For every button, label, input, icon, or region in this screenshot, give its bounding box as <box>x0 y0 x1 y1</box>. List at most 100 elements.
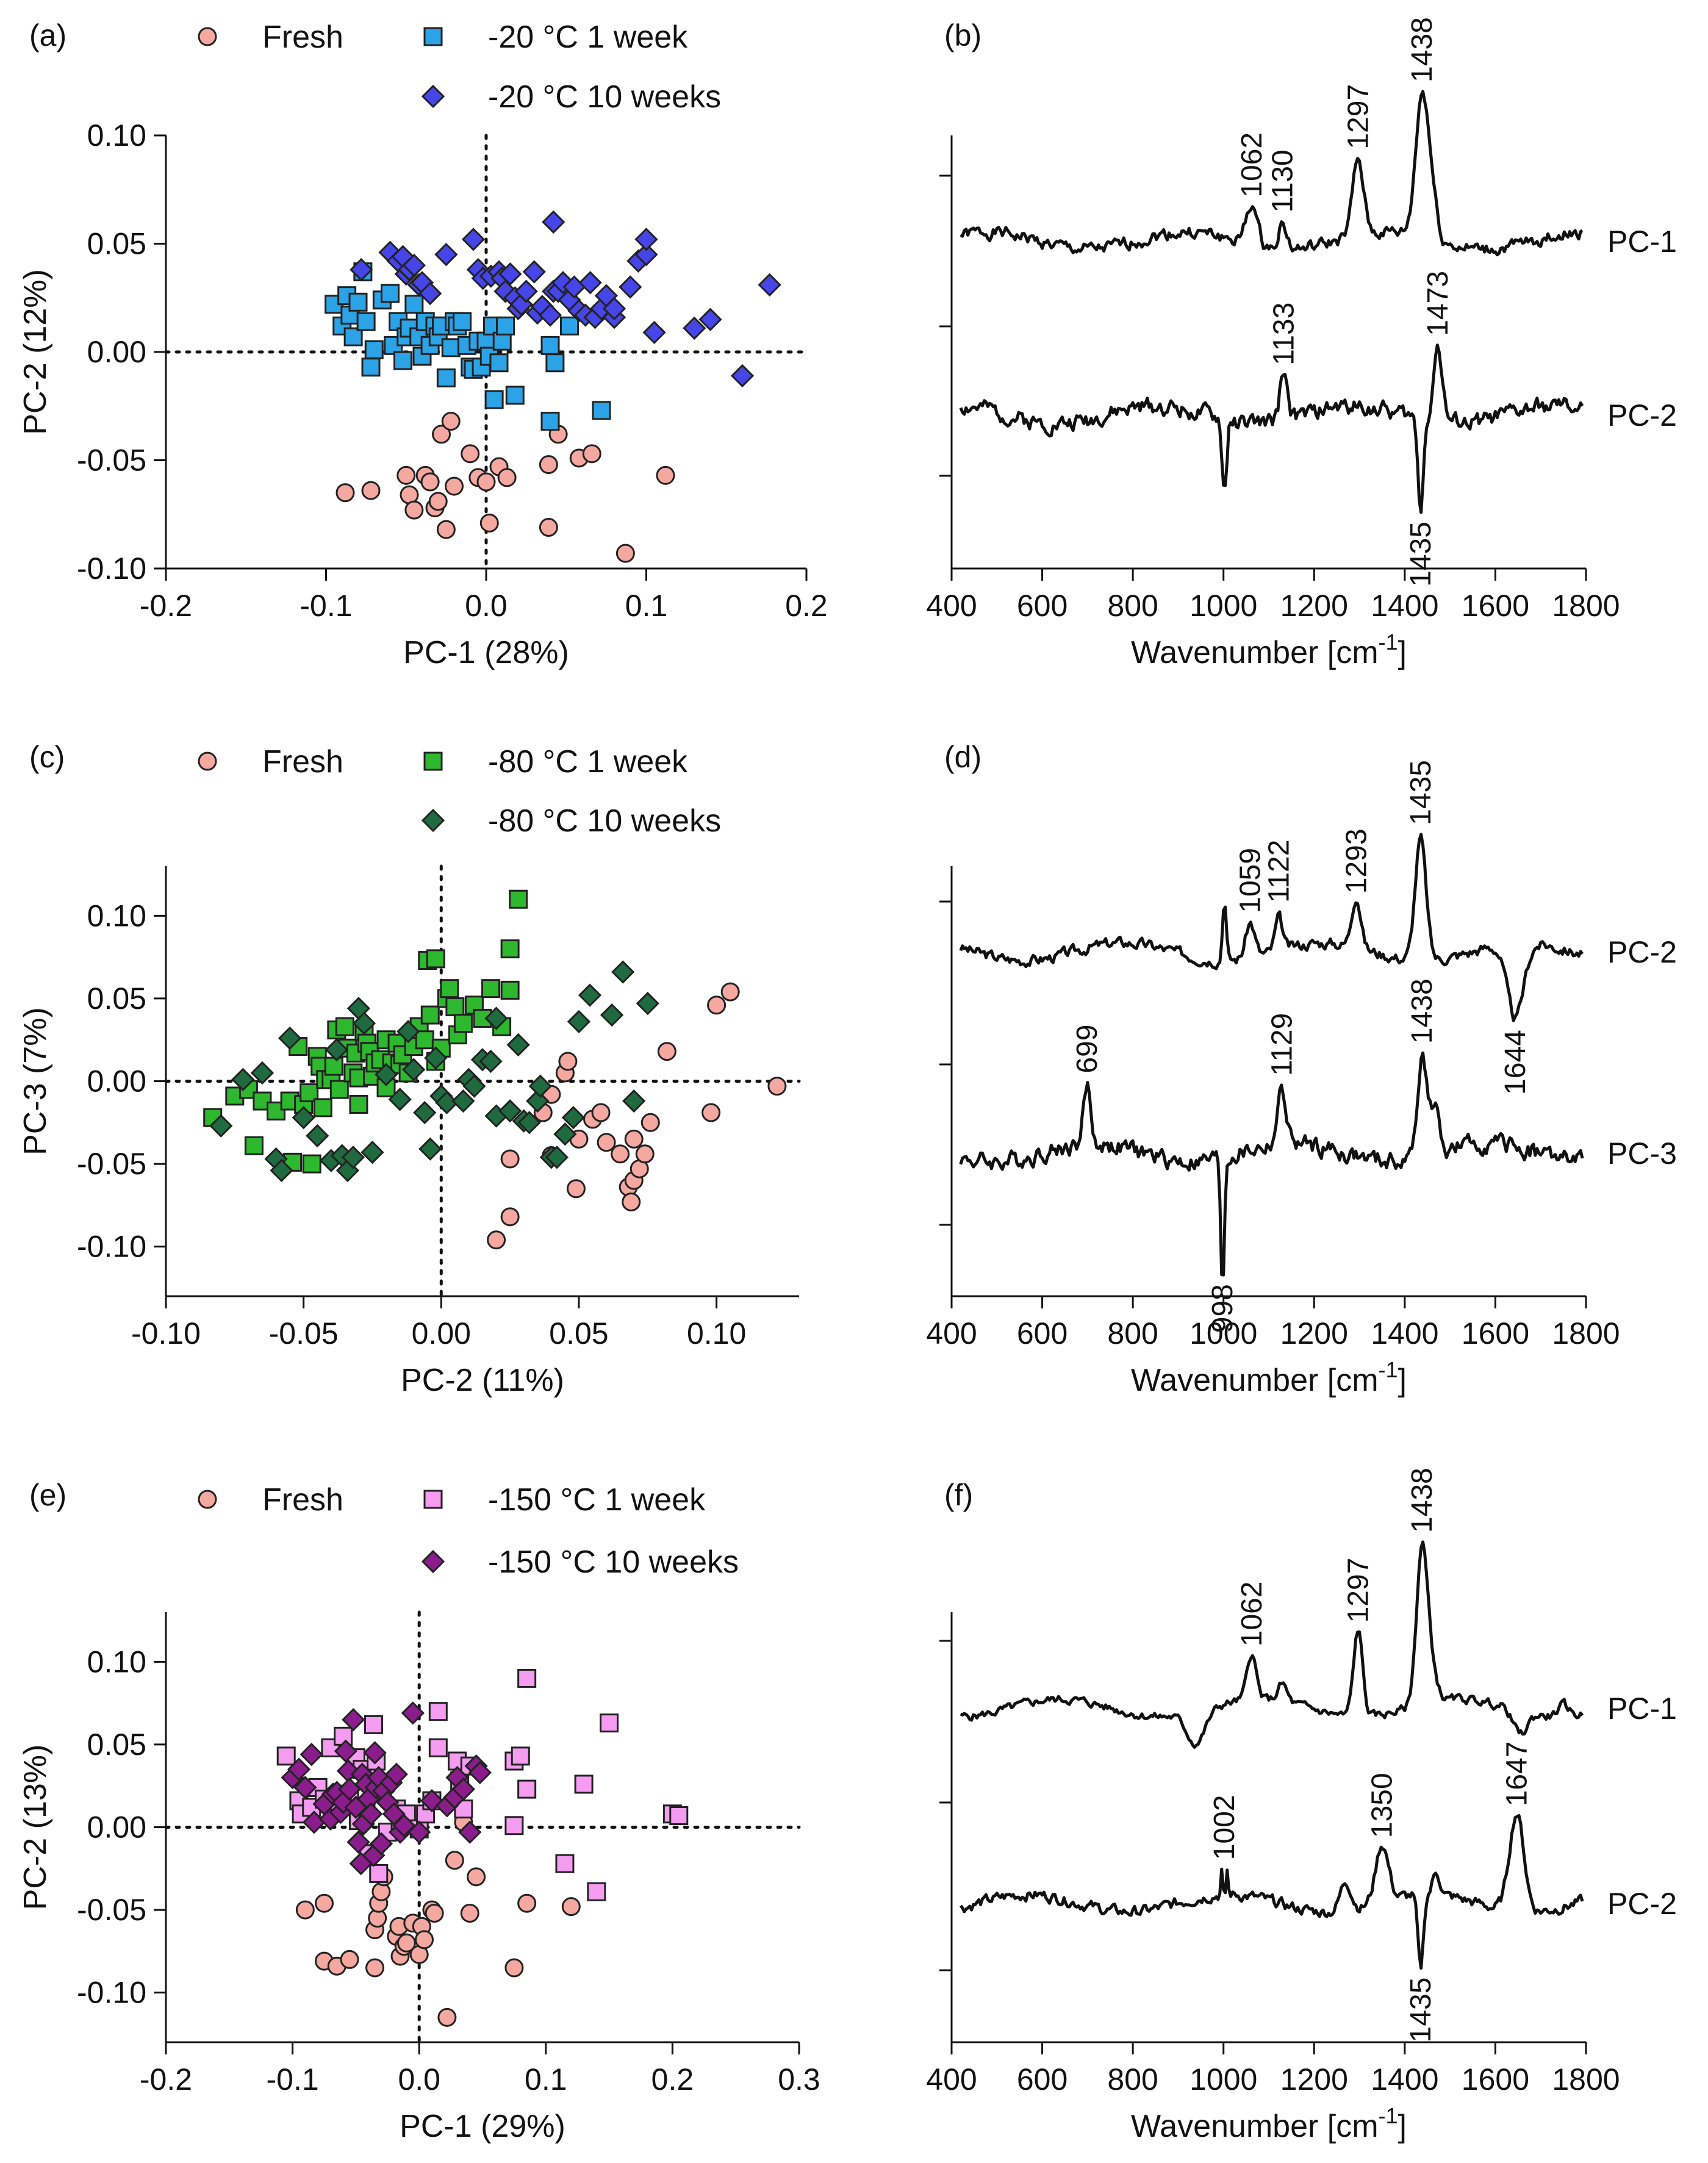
x-tick-label: 0.1 <box>525 2062 567 2097</box>
legend-label: Fresh <box>262 1482 343 1518</box>
peak-label: 1438 <box>1406 978 1438 1044</box>
data-point-square <box>343 327 363 346</box>
x-tick-label: 1800 <box>1552 589 1620 623</box>
x-axis-title: Wavenumber [cm-1] <box>1131 2103 1407 2144</box>
data-point-diamond <box>401 1701 425 1725</box>
peak-label: 1473 <box>1422 271 1454 336</box>
data-point-diamond <box>306 1124 329 1148</box>
data-point-diamond <box>758 273 781 297</box>
data-point-diamond <box>468 1760 492 1785</box>
data-point-diamond <box>458 1820 482 1844</box>
data-point-diamond <box>278 1026 302 1050</box>
x-axis-title-superscript: -1 <box>1379 2103 1398 2128</box>
peak-label: 1129 <box>1266 1013 1299 1076</box>
data-point-square <box>302 1154 321 1174</box>
data-point-diamond <box>622 1089 646 1113</box>
data-point-diamond <box>578 271 602 295</box>
x-axis-title-superscript: -1 <box>1379 1357 1398 1382</box>
data-point-diamond <box>293 1776 317 1799</box>
data-point-circle <box>396 1933 416 1953</box>
data-point-diamond <box>388 1088 412 1111</box>
peak-label: 1350 <box>1366 1773 1399 1838</box>
data-point-diamond <box>413 1100 437 1125</box>
data-point-circle <box>500 1149 520 1169</box>
peak-label: 1293 <box>1340 828 1372 894</box>
peak-label: 1297 <box>1342 84 1374 149</box>
x-axis-title-end: ] <box>1398 1363 1407 1398</box>
x-tick-label: 1200 <box>1280 1316 1348 1351</box>
panel-e-scatter: (e) Fresh -150 °C 1 week -150 °C 10 weeks -0… <box>18 1478 820 2144</box>
x-tick-label: 0.05 <box>549 1316 608 1351</box>
data-point-square <box>509 889 528 909</box>
data-point-diamond <box>567 1010 591 1034</box>
x-tick-label: 0.00 <box>412 1316 471 1351</box>
x-tick-label: -0.2 <box>140 2062 192 2097</box>
data-point-circle <box>702 1103 721 1122</box>
data-point-square <box>349 1094 368 1114</box>
peak-label: 1133 <box>1268 303 1301 365</box>
data-point-diamond <box>396 1020 420 1044</box>
y-tick-label: 0.00 <box>87 335 146 369</box>
data-point-circle <box>365 1958 385 1978</box>
data-point-square <box>381 284 400 303</box>
data-point-diamond <box>402 253 426 278</box>
x-tick-label: 1600 <box>1462 1316 1529 1351</box>
data-point-diamond <box>538 303 562 327</box>
panel-label: (a) <box>29 18 66 52</box>
data-point-square <box>440 979 459 999</box>
data-point-diamond <box>619 275 642 299</box>
x-tick-label: 1000 <box>1190 589 1257 623</box>
x-tick-label: 600 <box>1017 1316 1068 1351</box>
data-point-diamond <box>384 1762 408 1786</box>
data-point-circle <box>460 1904 479 1923</box>
data-point-square <box>555 1854 575 1873</box>
x-tick-label: -0.05 <box>269 1316 339 1351</box>
data-point-square <box>441 338 461 357</box>
data-point-diamond <box>209 1114 233 1138</box>
legend-marker-diamond <box>421 84 445 109</box>
data-point-diamond <box>506 1033 530 1056</box>
data-point-diamond <box>292 1106 315 1130</box>
x-tick-label: 1200 <box>1280 589 1348 623</box>
data-point-square <box>244 1136 264 1155</box>
x-tick-label: 0.2 <box>651 2062 694 2097</box>
data-point-square <box>587 1882 606 1901</box>
data-point-diamond <box>451 1089 475 1113</box>
data-point-square <box>369 1863 389 1883</box>
data-point-diamond <box>434 243 458 267</box>
data-point-circle <box>504 1958 524 1978</box>
data-point-diamond <box>352 1011 376 1035</box>
data-point-diamond <box>342 1708 365 1732</box>
y-tick-label: -0.05 <box>77 443 146 478</box>
data-point-diamond <box>363 1741 387 1765</box>
data-point-circle <box>611 1144 630 1164</box>
legend-label: -80 °C 1 week <box>488 744 688 780</box>
data-point-square <box>420 1005 440 1025</box>
data-point-circle <box>461 444 480 464</box>
data-point-diamond <box>250 1061 274 1085</box>
panel-label: (d) <box>944 740 981 774</box>
panel-label: (b) <box>944 18 981 52</box>
data-point-square <box>484 390 504 409</box>
x-tick-label: 1200 <box>1280 2062 1348 2097</box>
data-point-circle <box>582 444 601 464</box>
data-point-square <box>324 1056 343 1076</box>
y-tick-label: 0.10 <box>87 899 146 933</box>
data-point-diamond <box>424 1046 448 1070</box>
peak-label: 1647 <box>1501 1742 1533 1807</box>
data-point-circle <box>656 465 675 485</box>
legend-marker-square <box>423 1490 443 1509</box>
data-point-diamond <box>561 1106 586 1130</box>
x-tick-label: 1600 <box>1462 2062 1529 2097</box>
data-point-circle <box>415 1930 434 1950</box>
data-point-diamond <box>407 1820 431 1844</box>
series-label: PC-3 <box>1607 1136 1677 1171</box>
y-tick-label: -0.10 <box>77 1230 146 1264</box>
peak-label: 1062 <box>1236 1581 1268 1646</box>
data-point-diamond <box>374 1063 398 1086</box>
legend-marker-diamond <box>421 808 445 833</box>
spectrum-line-pc-1 <box>960 1540 1584 1749</box>
legend-marker-circle <box>198 27 217 46</box>
data-point-diamond <box>350 257 373 282</box>
